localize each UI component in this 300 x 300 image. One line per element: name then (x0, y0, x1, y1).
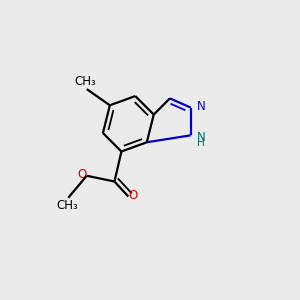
Text: O: O (77, 168, 86, 181)
Text: CH₃: CH₃ (75, 75, 97, 88)
Text: N: N (197, 131, 206, 144)
Text: H: H (197, 138, 205, 148)
Text: CH₃: CH₃ (56, 199, 78, 212)
Text: N: N (196, 100, 205, 113)
Text: O: O (129, 189, 138, 202)
